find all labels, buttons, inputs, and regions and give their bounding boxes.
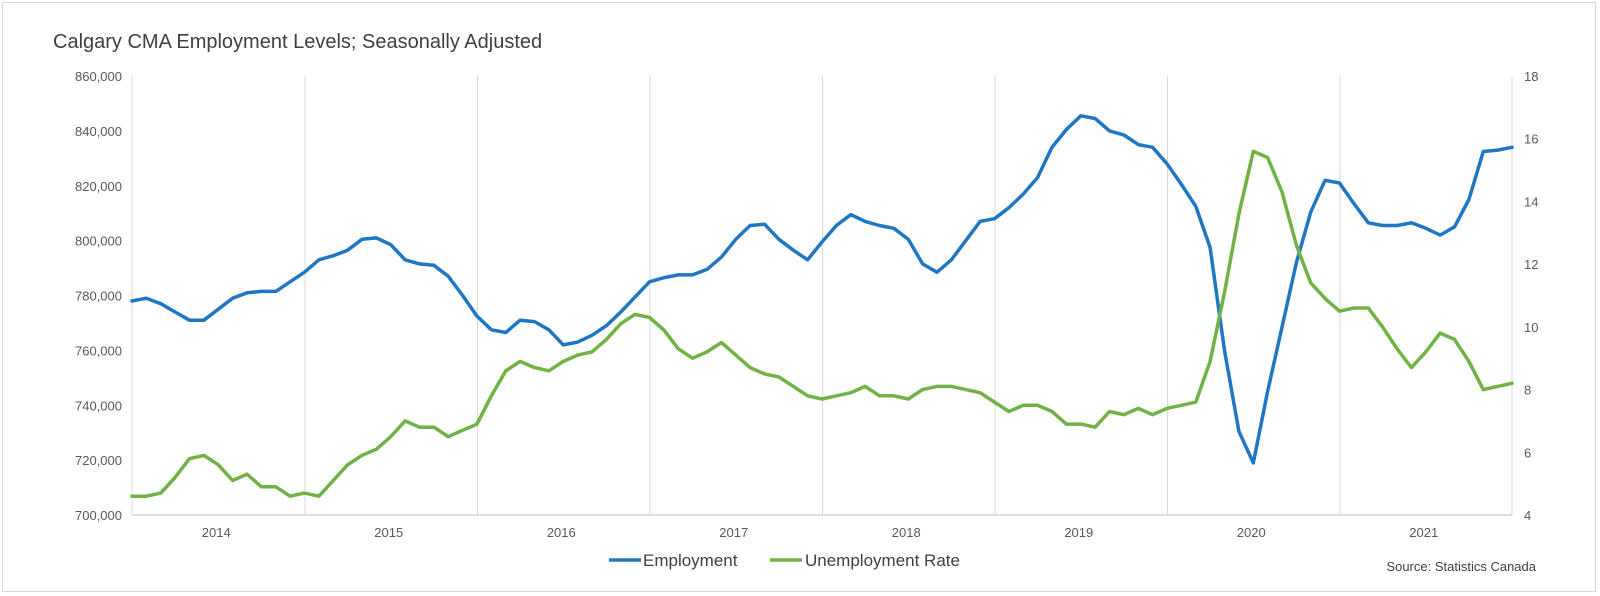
grid-lines (131, 76, 1513, 516)
legend-label-employment: Employment (643, 551, 738, 570)
left-tick-label: 720,000 (75, 453, 122, 468)
left-tick-label: 740,000 (75, 398, 122, 413)
chart-title: Calgary CMA Employment Levels; Seasonall… (53, 31, 543, 53)
source-note: Source: Statistics Canada (1386, 559, 1536, 574)
right-axis-ticks: 4 6 8 10 12 14 16 18 (1524, 69, 1538, 523)
legend: Employment Unemployment Rate (609, 551, 960, 570)
right-tick-label: 16 (1524, 132, 1538, 147)
left-axis-ticks: 700,000 720,000 740,000 760,000 780,000 800,0… (75, 69, 122, 523)
x-tick-label: 2014 (202, 525, 231, 540)
series-lines (130, 114, 1514, 498)
right-tick-label: 8 (1524, 383, 1531, 398)
x-axis-ticks: 2014 2015 2016 2017 2018 2019 2020 2021 (202, 525, 1438, 540)
series-line-unemployment-rate (130, 149, 1514, 498)
right-tick-label: 4 (1524, 508, 1531, 523)
left-tick-label: 820,000 (75, 179, 122, 194)
left-tick-label: 860,000 (75, 69, 122, 84)
x-tick-label: 2016 (547, 525, 576, 540)
right-tick-label: 12 (1524, 257, 1538, 272)
x-tick-label: 2018 (892, 525, 921, 540)
x-tick-label: 2019 (1064, 525, 1093, 540)
right-tick-label: 14 (1524, 194, 1538, 209)
left-tick-label: 840,000 (75, 124, 122, 139)
right-tick-label: 10 (1524, 320, 1538, 335)
series-line-employment (130, 114, 1514, 465)
left-tick-label: 780,000 (75, 289, 122, 304)
x-tick-label: 2015 (374, 525, 403, 540)
left-tick-label: 800,000 (75, 234, 122, 249)
right-tick-label: 6 (1524, 445, 1531, 460)
x-tick-label: 2020 (1237, 525, 1266, 540)
x-tick-label: 2021 (1409, 525, 1438, 540)
legend-label-unemployment: Unemployment Rate (805, 551, 960, 570)
x-tick-label: 2017 (719, 525, 748, 540)
right-tick-label: 18 (1524, 69, 1538, 84)
left-tick-label: 700,000 (75, 508, 122, 523)
left-tick-label: 760,000 (75, 343, 122, 358)
